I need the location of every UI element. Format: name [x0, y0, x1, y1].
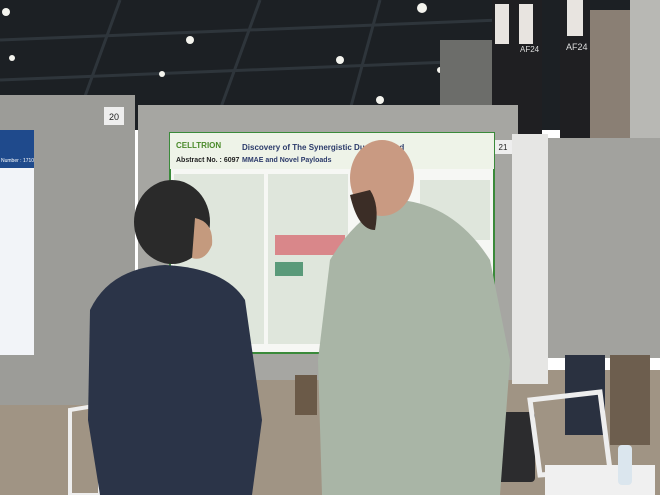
- chair-seat: [545, 465, 655, 495]
- poster-title: MMAE and Novel Payloads: [242, 157, 332, 164]
- poster-figure: [275, 235, 345, 255]
- back-wall: [630, 0, 660, 140]
- board-number: [104, 107, 124, 125]
- poster-abstract: Abstract No. : 6097: [176, 157, 240, 164]
- bottle: [618, 445, 632, 485]
- sign: [495, 4, 509, 44]
- suitcase: [495, 412, 535, 482]
- board-number: [494, 140, 512, 154]
- board-number-text: 20: [109, 112, 119, 122]
- poster-header: [170, 133, 494, 169]
- poster-board: [530, 138, 660, 358]
- poster-logo: CELLTRION: [176, 141, 221, 150]
- sign: [567, 0, 583, 36]
- person-body: [318, 200, 510, 495]
- person-legs: [295, 375, 317, 415]
- poster-figure: [275, 262, 303, 276]
- back-wall: [590, 10, 630, 140]
- person-face: [192, 218, 213, 259]
- board-edge: [512, 134, 548, 384]
- person-legs: [610, 355, 650, 445]
- person-beard: [350, 190, 377, 230]
- poster-header: [0, 130, 34, 168]
- board-number-text: 21: [499, 143, 508, 152]
- poster-title: Discovery of The Synergistic Dual-payloa…: [242, 143, 404, 152]
- person-head: [134, 180, 210, 264]
- pillar-label: AF24: [566, 42, 588, 52]
- ceiling-trusses: [0, 0, 501, 111]
- poster-abstract: Number : 1710: [1, 158, 34, 164]
- person-body: [88, 265, 262, 495]
- pillar-label: AF24: [520, 45, 540, 54]
- ceiling-lights: [2, 3, 443, 104]
- sign: [519, 4, 533, 44]
